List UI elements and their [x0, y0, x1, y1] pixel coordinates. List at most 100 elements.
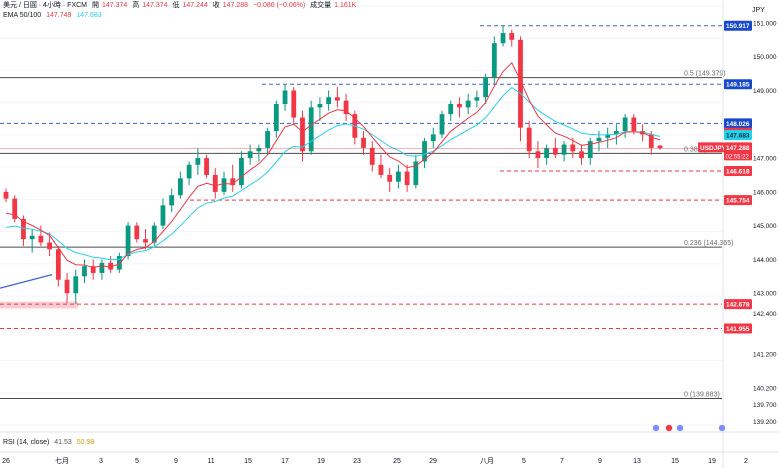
candle-body [12, 198, 18, 219]
price-tag: 145.754 [724, 195, 752, 206]
chart-legend-ohlc: 美元 / 日圓 · 4小時 · FXCM 開 147.374 高 147.374 低… [3, 1, 359, 10]
candle [178, 171, 183, 199]
y-tick-label: 144.000 [753, 257, 777, 264]
y-tick-label: 139.700 [753, 402, 777, 409]
price-tag-bg [724, 165, 752, 176]
event-icon [665, 424, 673, 432]
candle-body [55, 249, 61, 280]
candle-body [369, 147, 375, 165]
ema100-tag: 147.683 [724, 129, 752, 140]
candle-body [413, 161, 419, 186]
candle-body [291, 90, 297, 118]
candle-body [21, 218, 26, 240]
price-tag-bg [724, 118, 752, 129]
close-label: 收 [212, 2, 220, 9]
candle-body [439, 114, 445, 135]
candle-body [265, 131, 270, 148]
x-tick-label: 5 [135, 458, 139, 465]
ema100-value: 147.683 [76, 12, 102, 19]
x-tick-label: 29 [429, 458, 437, 465]
volume-label: 成交量 [310, 2, 332, 9]
time-axis: 26 七月 3 5 9 11 15 17 19 23 25 29 八月 5 7 9 13 15 19 2 [2, 456, 748, 465]
price-tag: 141.955 [724, 323, 752, 334]
price-tag: 150.917 [724, 20, 752, 31]
candle [509, 29, 515, 47]
y-tick-label: 147.000 [753, 156, 777, 163]
x-tick-label: 7 [560, 458, 564, 465]
ema-legend[interactable]: EMA 50/100 147.749 147.683 [3, 11, 105, 20]
candle [291, 87, 297, 125]
candle [204, 154, 209, 179]
candle-body [273, 103, 279, 132]
candle-body [326, 97, 332, 104]
candle-body [587, 141, 593, 159]
price-tag-bg [724, 195, 752, 206]
candle [570, 137, 576, 159]
support-zone [0, 301, 78, 309]
event-icon [652, 424, 660, 432]
candle [134, 222, 140, 243]
event-icon [676, 424, 684, 432]
candle [422, 137, 427, 169]
candle [55, 245, 61, 287]
candle [544, 144, 550, 165]
candle-body [239, 158, 244, 186]
x-tick-label: 3 [99, 458, 103, 465]
candle [622, 114, 628, 138]
candle-body [396, 171, 401, 182]
level-lines [0, 25, 722, 330]
candle-body [125, 225, 131, 257]
candle [195, 147, 201, 175]
candle-body [422, 141, 427, 162]
candle-body [657, 145, 663, 149]
candle [282, 84, 288, 111]
x-tick-label: 13 [633, 458, 641, 465]
trend-line [0, 274, 53, 289]
candle-body [186, 164, 192, 179]
candle [82, 259, 87, 284]
candle-body [579, 151, 584, 159]
candle [116, 252, 122, 273]
candle-body [160, 205, 166, 226]
candle-body [404, 171, 410, 186]
price-tag-text: 148.026 [726, 121, 750, 128]
candle [491, 36, 497, 84]
price-tag-bg [724, 299, 752, 310]
candle-body [552, 147, 558, 155]
candle [657, 145, 663, 150]
candle-body [64, 279, 70, 294]
ema100-tag-bg [724, 129, 752, 140]
candle [552, 137, 558, 159]
candle-body [430, 134, 436, 142]
candle [99, 259, 105, 280]
candle-body [308, 107, 314, 152]
price-tag-text: 150.917 [726, 23, 750, 30]
candle [587, 137, 593, 165]
candle-body [134, 225, 140, 240]
candle [64, 272, 70, 304]
x-tick-label: 七月 [55, 456, 69, 465]
candle-body [317, 103, 323, 108]
candle-body [509, 33, 515, 40]
price-tag: 142.678 [724, 299, 752, 310]
candle-body [535, 151, 541, 159]
candle-body [230, 178, 236, 186]
candle-body [622, 117, 628, 132]
candle [317, 97, 323, 121]
fib-label: 0.236 (144.365) [684, 240, 733, 247]
candle [404, 164, 410, 192]
candle [73, 269, 79, 305]
y-tick-label: 142.400 [753, 311, 777, 318]
x-tick-label: 八月 [480, 457, 494, 465]
rsi-legend[interactable]: RSI (14, close) 41.53 50.98 [3, 438, 97, 447]
symbol-tag-text: USDJPY [700, 145, 727, 152]
x-tick-label: 2 [744, 458, 748, 465]
candle-body [212, 174, 218, 192]
candle-body [648, 134, 654, 148]
candle-body [570, 144, 576, 152]
ema100-tag-text: 147.683 [726, 132, 750, 139]
price-tag: 149.185 [724, 79, 752, 90]
candle [160, 198, 166, 230]
price-tag-bg [724, 79, 752, 90]
